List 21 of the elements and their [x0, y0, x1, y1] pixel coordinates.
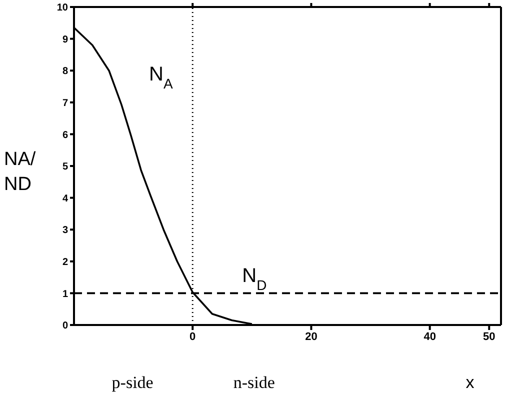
y-tick-label: 0 [62, 320, 68, 332]
text: n-side [233, 373, 275, 392]
y-tick-label: 2 [62, 256, 68, 268]
y-tick-label: 1 [62, 288, 68, 300]
x-tick-label: 20 [305, 330, 318, 343]
series-label: N$_{A}$ [148, 64, 174, 92]
text: p-side [112, 373, 154, 392]
x-tick-label: 50 [483, 330, 496, 343]
x-tick-label: 0 [190, 330, 196, 343]
series-label: N$_{D}$ [242, 265, 267, 294]
y-tick-label: 4 [62, 193, 68, 204]
y-tick-label: 10 [56, 2, 68, 14]
y-axis-title: NA/ND [4, 149, 36, 195]
x-tick-label: 40 [424, 330, 436, 343]
y-tick-label: 6 [62, 130, 68, 141]
y-tick-label: 5 [62, 162, 68, 173]
y-tick-label: 7 [62, 98, 68, 109]
y-tick-label: 3 [62, 225, 68, 236]
y-tick-label: 9 [62, 34, 68, 46]
y-tick-label: 8 [62, 66, 68, 78]
x-axis-title: x [466, 373, 475, 392]
